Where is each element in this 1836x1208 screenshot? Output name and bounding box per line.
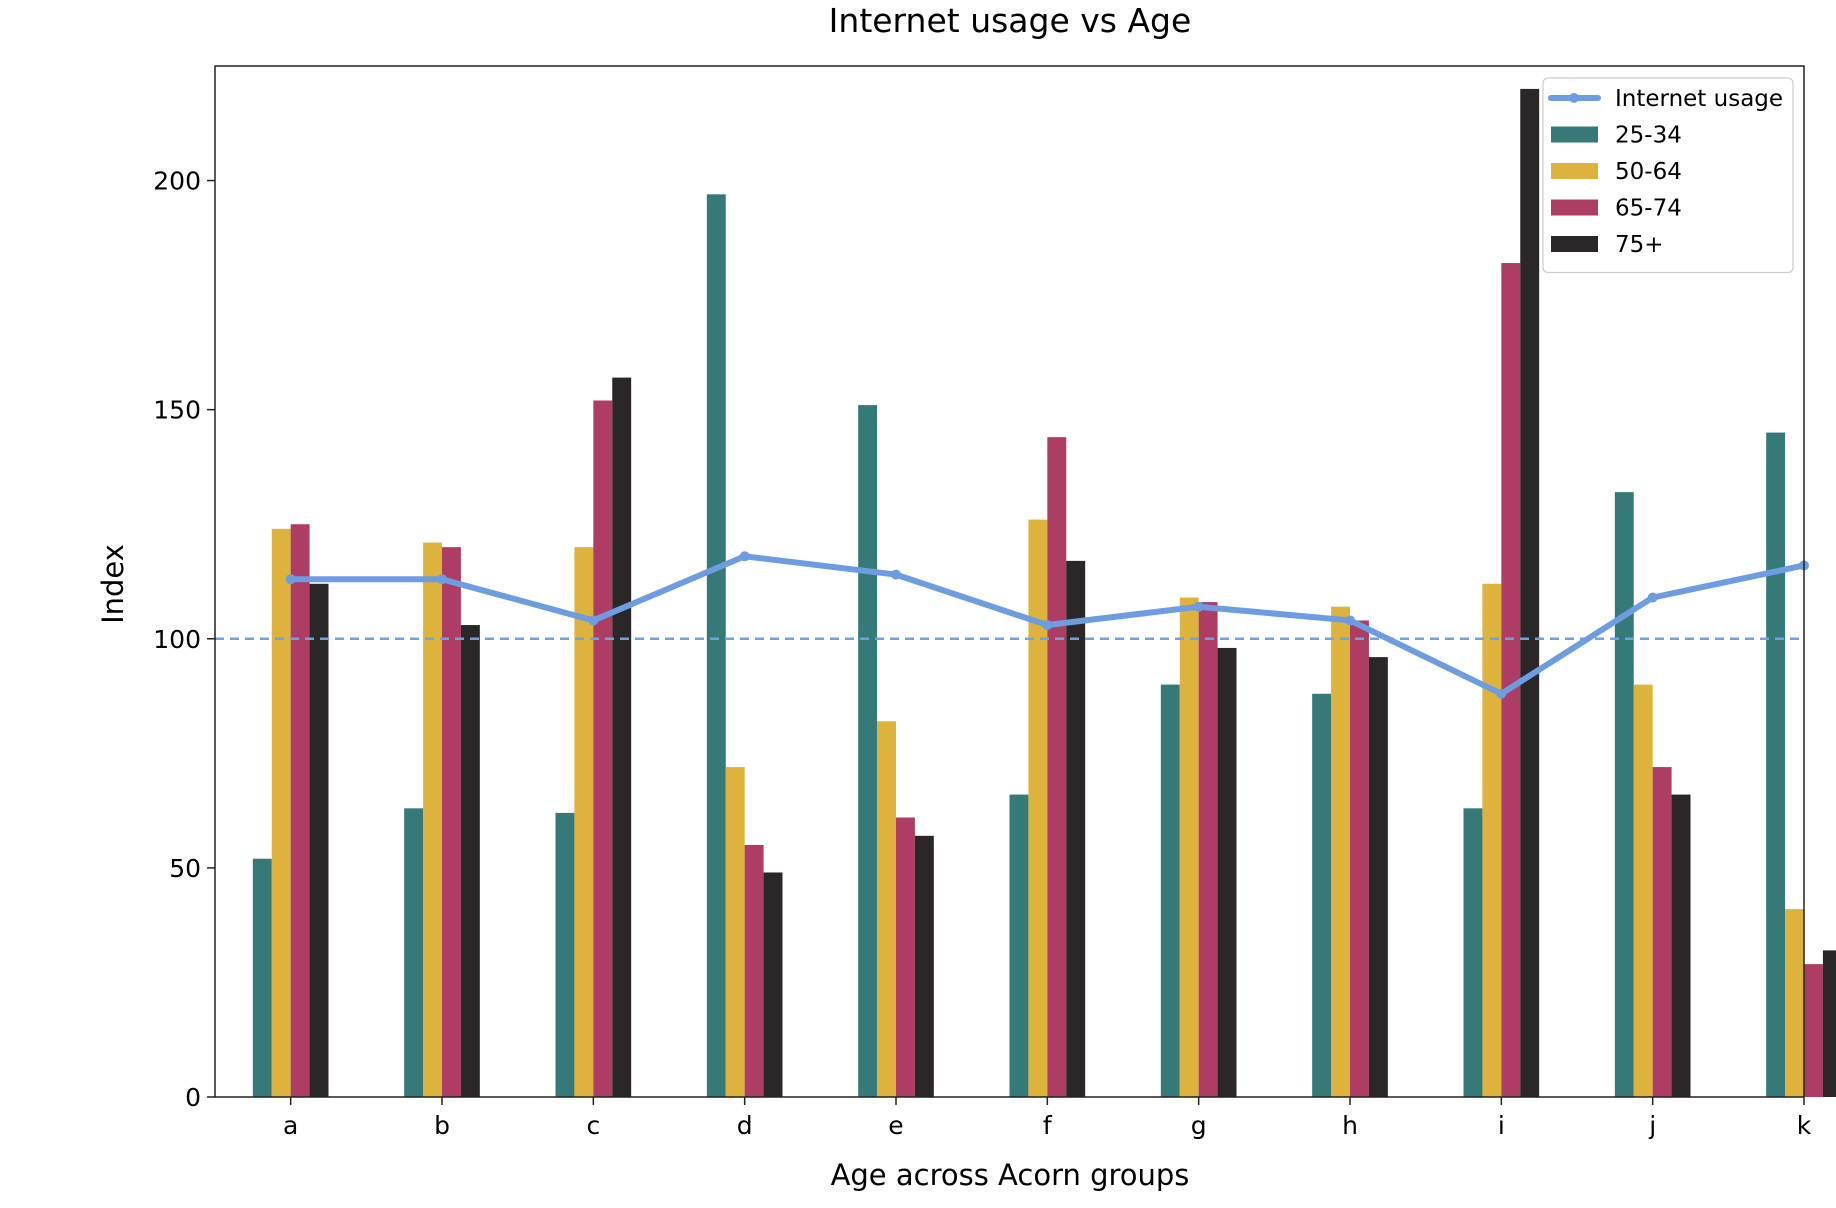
x-tick-label-k: k bbox=[1797, 1111, 1812, 1140]
bar-75+-b bbox=[460, 625, 480, 1097]
plot-frame bbox=[214, 65, 1805, 1098]
bar-65-74-k bbox=[1804, 964, 1823, 1097]
bar-65-74-c bbox=[593, 400, 613, 1098]
point-b bbox=[437, 574, 447, 585]
bar-65-74-b bbox=[442, 547, 461, 1097]
bar-25-34-d bbox=[706, 194, 726, 1097]
x-axis-label: Age across Acorn groups bbox=[831, 1158, 1190, 1192]
x-tick-label-f: f bbox=[1043, 1111, 1053, 1140]
bar-65-74-e bbox=[896, 817, 915, 1097]
legend: Internet usage 25-34 50-64 65-74 75+ bbox=[1542, 77, 1794, 274]
legend-swatch-50-64 bbox=[1551, 163, 1598, 179]
bar-75+-k bbox=[1822, 950, 1836, 1097]
bar-75+-a bbox=[309, 583, 329, 1097]
bar-50-64-c bbox=[574, 547, 594, 1097]
legend-label-65-74: 65-74 bbox=[1615, 196, 1682, 222]
y-tick-label-200: 200 bbox=[153, 167, 201, 196]
legend-marker-internet-usage bbox=[1569, 93, 1579, 103]
point-c bbox=[588, 615, 599, 626]
legend-swatch-65-74 bbox=[1551, 199, 1598, 216]
y-axis-label: Index bbox=[96, 544, 130, 624]
bar-50-64-k bbox=[1785, 909, 1804, 1097]
bar-75+-i bbox=[1520, 88, 1540, 1097]
bar-25-34-k bbox=[1766, 432, 1786, 1098]
bar-65-74-j bbox=[1652, 767, 1672, 1097]
x-tick-label-j: j bbox=[1648, 1111, 1656, 1140]
y-tick-label-0: 0 bbox=[185, 1083, 201, 1112]
bar-75+-h bbox=[1368, 657, 1388, 1097]
point-d bbox=[739, 551, 750, 562]
bar-50-64-e bbox=[877, 721, 896, 1097]
bar-25-34-b bbox=[404, 808, 424, 1097]
bar-65-74-a bbox=[290, 524, 310, 1097]
bar-50-64-g bbox=[1179, 597, 1199, 1097]
bar-75+-d bbox=[763, 872, 783, 1097]
legend-label-50-64: 50-64 bbox=[1615, 159, 1682, 185]
bar-75+-g bbox=[1217, 647, 1237, 1097]
bar-25-34-j bbox=[1614, 492, 1634, 1097]
bar-65-74-f bbox=[1047, 437, 1067, 1097]
bar-65-74-d bbox=[744, 844, 764, 1097]
bar-50-64-f bbox=[1028, 519, 1048, 1097]
axes: 0 50 100 150 200 a b c d e f g h i j k bbox=[153, 167, 1811, 1140]
bar-50-64-j bbox=[1633, 684, 1653, 1097]
bar-50-64-h bbox=[1331, 606, 1350, 1097]
bar-75+-f bbox=[1066, 560, 1086, 1097]
bar-75+-e bbox=[914, 835, 934, 1097]
point-g bbox=[1193, 601, 1204, 612]
x-tick-label-h: h bbox=[1342, 1111, 1358, 1140]
x-tick-label-b: b bbox=[434, 1111, 450, 1140]
bar-25-34-h bbox=[1312, 693, 1332, 1097]
point-e bbox=[891, 569, 901, 580]
bar-25-34-e bbox=[858, 405, 878, 1097]
x-tick-label-d: d bbox=[737, 1111, 753, 1140]
legend-label-internet-usage: Internet usage bbox=[1615, 86, 1783, 112]
y-tick-label-50: 50 bbox=[169, 854, 201, 883]
bar-25-34-i bbox=[1463, 808, 1483, 1097]
legend-swatch-25-34 bbox=[1551, 126, 1598, 143]
x-tick-label-e: e bbox=[888, 1111, 903, 1140]
legend-swatch-75+ bbox=[1551, 236, 1598, 252]
bar-50-64-b bbox=[423, 542, 442, 1097]
point-i bbox=[1496, 688, 1507, 699]
bar-65-74-i bbox=[1501, 263, 1521, 1098]
legend-label-25-34: 25-34 bbox=[1615, 123, 1682, 149]
bar-25-34-g bbox=[1160, 684, 1180, 1097]
y-tick-label-150: 150 bbox=[153, 396, 201, 425]
bar-75+-j bbox=[1671, 794, 1691, 1097]
x-tick-label-a: a bbox=[283, 1111, 298, 1140]
point-a bbox=[285, 574, 296, 585]
bar-25-34-c bbox=[555, 812, 575, 1097]
bar-50-64-a bbox=[271, 528, 291, 1097]
x-tick-label-c: c bbox=[586, 1111, 600, 1140]
bar-50-64-i bbox=[1482, 583, 1502, 1097]
x-tick-label-i: i bbox=[1498, 1111, 1505, 1140]
bar-65-74-h bbox=[1350, 620, 1369, 1097]
bar-75+-c bbox=[612, 377, 632, 1097]
legend-box bbox=[1542, 77, 1794, 274]
point-h bbox=[1345, 615, 1355, 626]
point-f bbox=[1042, 620, 1053, 631]
chart-title: Internet usage vs Age bbox=[829, 1, 1192, 40]
bar-50-64-d bbox=[725, 767, 745, 1097]
bar-25-34-a bbox=[252, 858, 272, 1097]
y-tick-label-100: 100 bbox=[153, 625, 201, 654]
bar-65-74-g bbox=[1198, 602, 1218, 1097]
point-j bbox=[1647, 592, 1658, 603]
legend-label-75+: 75+ bbox=[1615, 232, 1664, 258]
plot-area bbox=[215, 88, 1836, 1098]
bar-25-34-f bbox=[1009, 794, 1029, 1097]
x-tick-label-g: g bbox=[1191, 1111, 1207, 1140]
